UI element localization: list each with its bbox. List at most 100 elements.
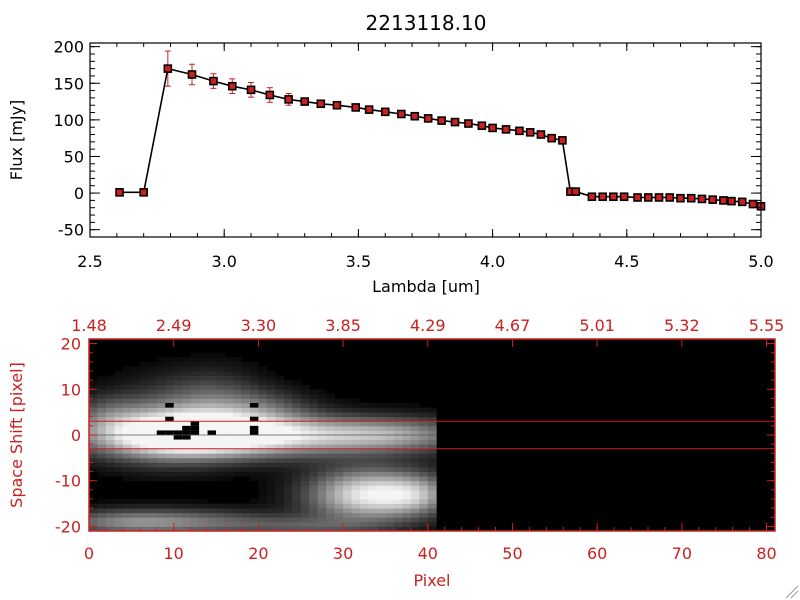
heatmap-cell [360, 467, 369, 472]
heatmap-cell [275, 421, 285, 427]
heatmap-top-tick-label: 4.29 [410, 316, 446, 335]
heatmap-cell [249, 371, 259, 376]
heatmap-cell [334, 403, 344, 408]
heatmap-cell [385, 489, 395, 495]
heatmap-cell [139, 366, 149, 372]
heatmap-cell [131, 457, 141, 463]
heatmap-cell [139, 526, 149, 532]
heatmap-cell [139, 457, 149, 463]
heatmap-cell [258, 444, 268, 450]
bad-pixel [156, 430, 166, 435]
heatmap-cell [376, 521, 386, 527]
heatmap-cell [165, 517, 175, 523]
heatmap-cell [275, 471, 285, 477]
heatmap-cell [393, 444, 403, 450]
heatmap-cell [182, 389, 192, 395]
heatmap-cell [224, 471, 234, 477]
heatmap-cell [368, 439, 378, 445]
heatmap-cell [139, 384, 149, 390]
heatmap-cell [241, 453, 251, 459]
heatmap-cell [105, 384, 115, 390]
heatmap-cell [351, 512, 361, 518]
heatmap-cell [165, 512, 175, 518]
heatmap-cell [427, 425, 437, 431]
heatmap-cell [275, 494, 285, 500]
heatmap-cell [343, 403, 352, 408]
heatmap-cell [393, 425, 403, 431]
heatmap-cell [249, 476, 259, 482]
heatmap-cell [249, 421, 259, 427]
data-point [587, 192, 597, 202]
heatmap-cell [131, 398, 141, 404]
heatmap-cell [114, 389, 124, 395]
heatmap-cell [317, 503, 327, 509]
heatmap-cell [207, 526, 217, 532]
heatmap-cell [292, 517, 302, 523]
heatmap-cell [317, 494, 327, 500]
heatmap-cell [266, 517, 276, 523]
heatmap-cell [266, 485, 276, 491]
heatmap-cell [148, 517, 158, 523]
heatmap-cell [122, 467, 132, 472]
heatmap-cell [427, 499, 437, 504]
heatmap-cell [173, 453, 183, 459]
heatmap-cell [402, 457, 412, 463]
heatmap-cell [309, 457, 319, 463]
heatmap-cell [309, 416, 319, 422]
heatmap-cell [156, 357, 166, 363]
heatmap-cell [97, 421, 107, 427]
heatmap-cell [139, 453, 149, 459]
resize-grip-icon[interactable] [785, 585, 799, 599]
heatmap-cell [122, 476, 132, 482]
heatmap-cell [165, 375, 175, 381]
heatmap-cell [249, 380, 259, 386]
heatmap-cell [343, 407, 352, 413]
heatmap-y-tick-label: 20 [61, 335, 81, 354]
heatmap-cell [224, 398, 234, 404]
heatmap-cell [199, 499, 208, 504]
heatmap-cell [419, 467, 429, 472]
heatmap-cell [317, 439, 327, 445]
heatmap-cell [300, 494, 310, 500]
heatmap-cell [139, 425, 149, 431]
heatmap-cell [165, 457, 175, 463]
heatmap-cell [283, 457, 293, 463]
heatmap-cell [122, 521, 132, 527]
heatmap-cell [241, 430, 251, 436]
heatmap-cell [351, 467, 361, 472]
heatmap-cell [173, 462, 183, 468]
heatmap-cell [190, 361, 200, 367]
y-tick-label: 50 [64, 147, 84, 166]
heatmap-cell [89, 512, 98, 518]
heatmap-cell [173, 407, 183, 413]
heatmap-cell [114, 375, 124, 381]
heatmap-cell [190, 526, 200, 532]
heatmap-cell [292, 462, 302, 468]
heatmap-cell [360, 499, 369, 504]
heatmap-cell [317, 403, 327, 408]
heatmap-cell [300, 453, 310, 459]
heatmap-cell [156, 467, 166, 472]
heatmap-cell [148, 467, 158, 472]
heatmap-cell [190, 393, 200, 399]
heatmap-cell [393, 489, 403, 495]
heatmap-y-tick-label: 0 [71, 426, 81, 445]
heatmap-cell [105, 457, 115, 463]
heatmap-cell [266, 499, 276, 504]
heatmap-cell [156, 448, 166, 454]
heatmap-cell [317, 389, 327, 395]
heatmap-cell [283, 485, 293, 491]
heatmap-cell [343, 412, 352, 418]
heatmap-cell [173, 371, 183, 376]
heatmap-cell [165, 503, 175, 509]
heatmap-cell [122, 471, 132, 477]
heatmap-cell [249, 457, 259, 463]
heatmap-cell [317, 480, 327, 486]
heatmap-cell [266, 467, 276, 472]
heatmap-cell [105, 407, 115, 413]
heatmap-cell [165, 462, 175, 468]
data-point [351, 103, 361, 112]
heatmap-cell [224, 393, 234, 399]
bad-pixel [182, 425, 191, 431]
heatmap-cell [190, 366, 200, 372]
